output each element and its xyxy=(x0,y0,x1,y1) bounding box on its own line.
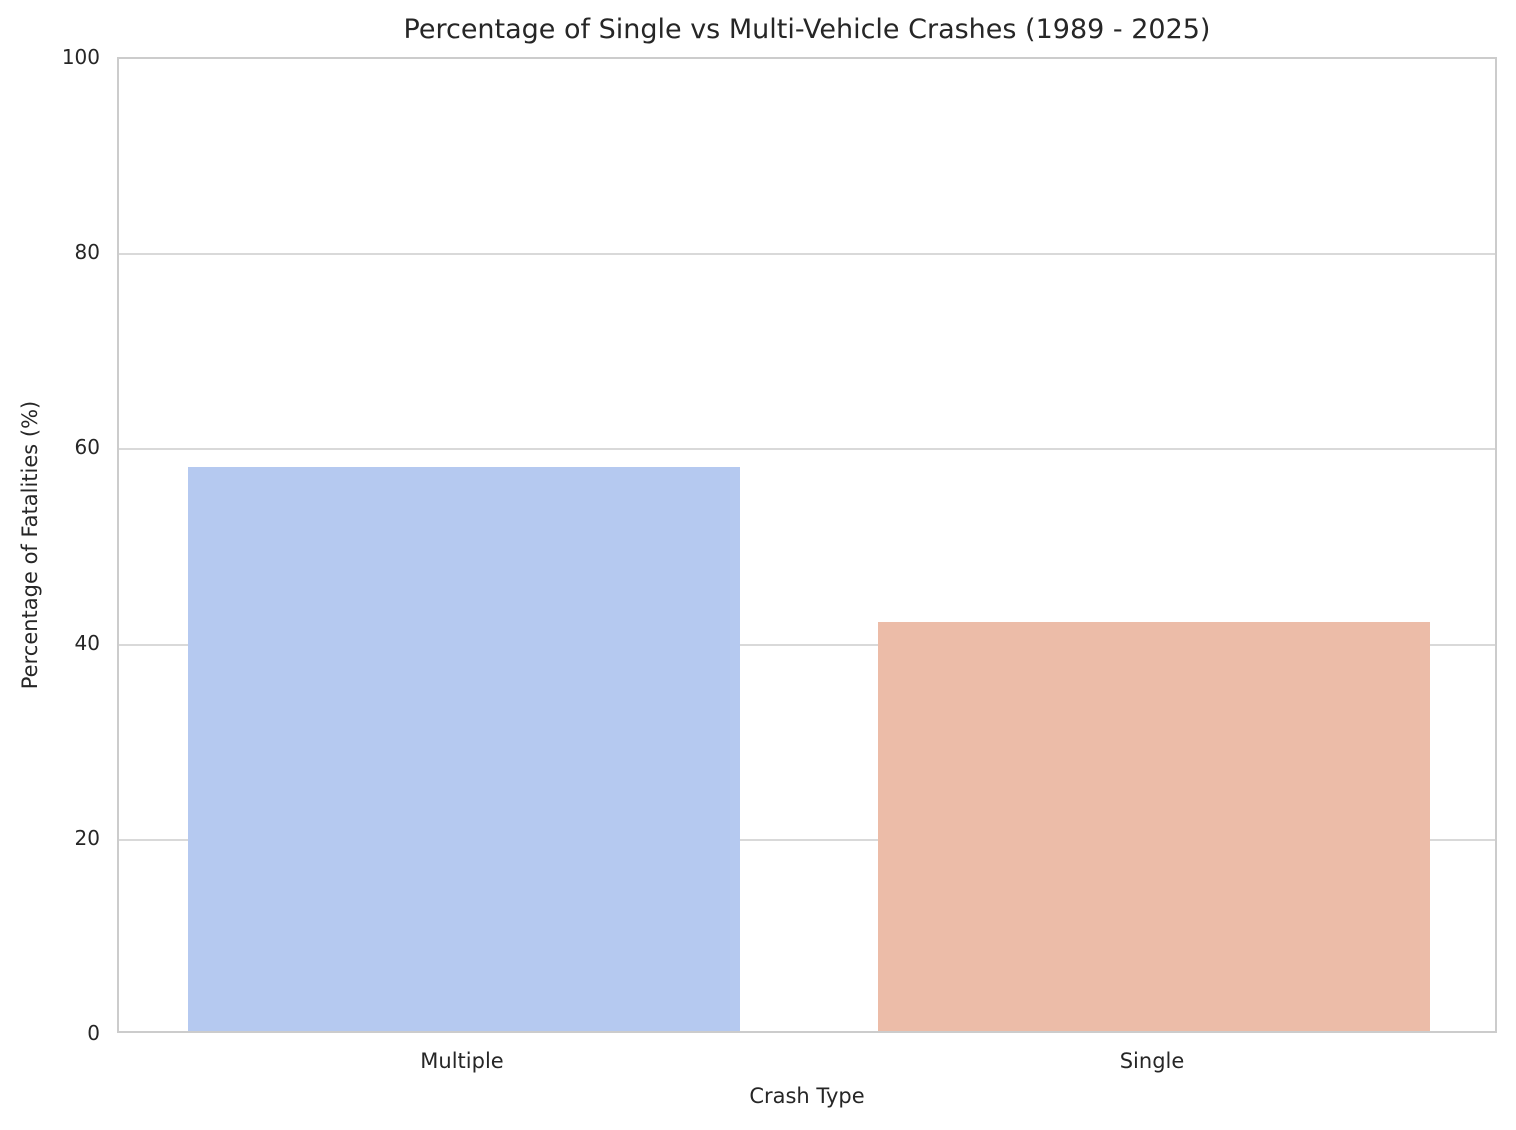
y-tick-label-40: 40 xyxy=(74,630,100,655)
x-axis-label: Crash Type xyxy=(749,1084,865,1108)
x-tick-label-multiple: Multiple xyxy=(420,1049,504,1073)
gridline-y-40 xyxy=(119,643,1495,646)
x-tick-label-single: Single xyxy=(1119,1049,1185,1073)
plot-area xyxy=(117,57,1497,1033)
y-tick-label-20: 20 xyxy=(74,825,100,850)
bar-multiple xyxy=(188,466,740,1031)
bar-single xyxy=(878,622,1430,1031)
chart-title: Percentage of Single vs Multi-Vehicle Cr… xyxy=(403,14,1211,45)
y-tick-label-0: 0 xyxy=(87,1021,100,1045)
y-tick-label-60: 60 xyxy=(74,435,100,460)
gridline-y-60 xyxy=(119,448,1495,451)
gridline-y-20 xyxy=(119,838,1495,841)
y-tick-label-80: 80 xyxy=(74,240,100,265)
y-tick-label-100: 100 xyxy=(61,45,100,69)
gridline-y-80 xyxy=(119,253,1495,256)
